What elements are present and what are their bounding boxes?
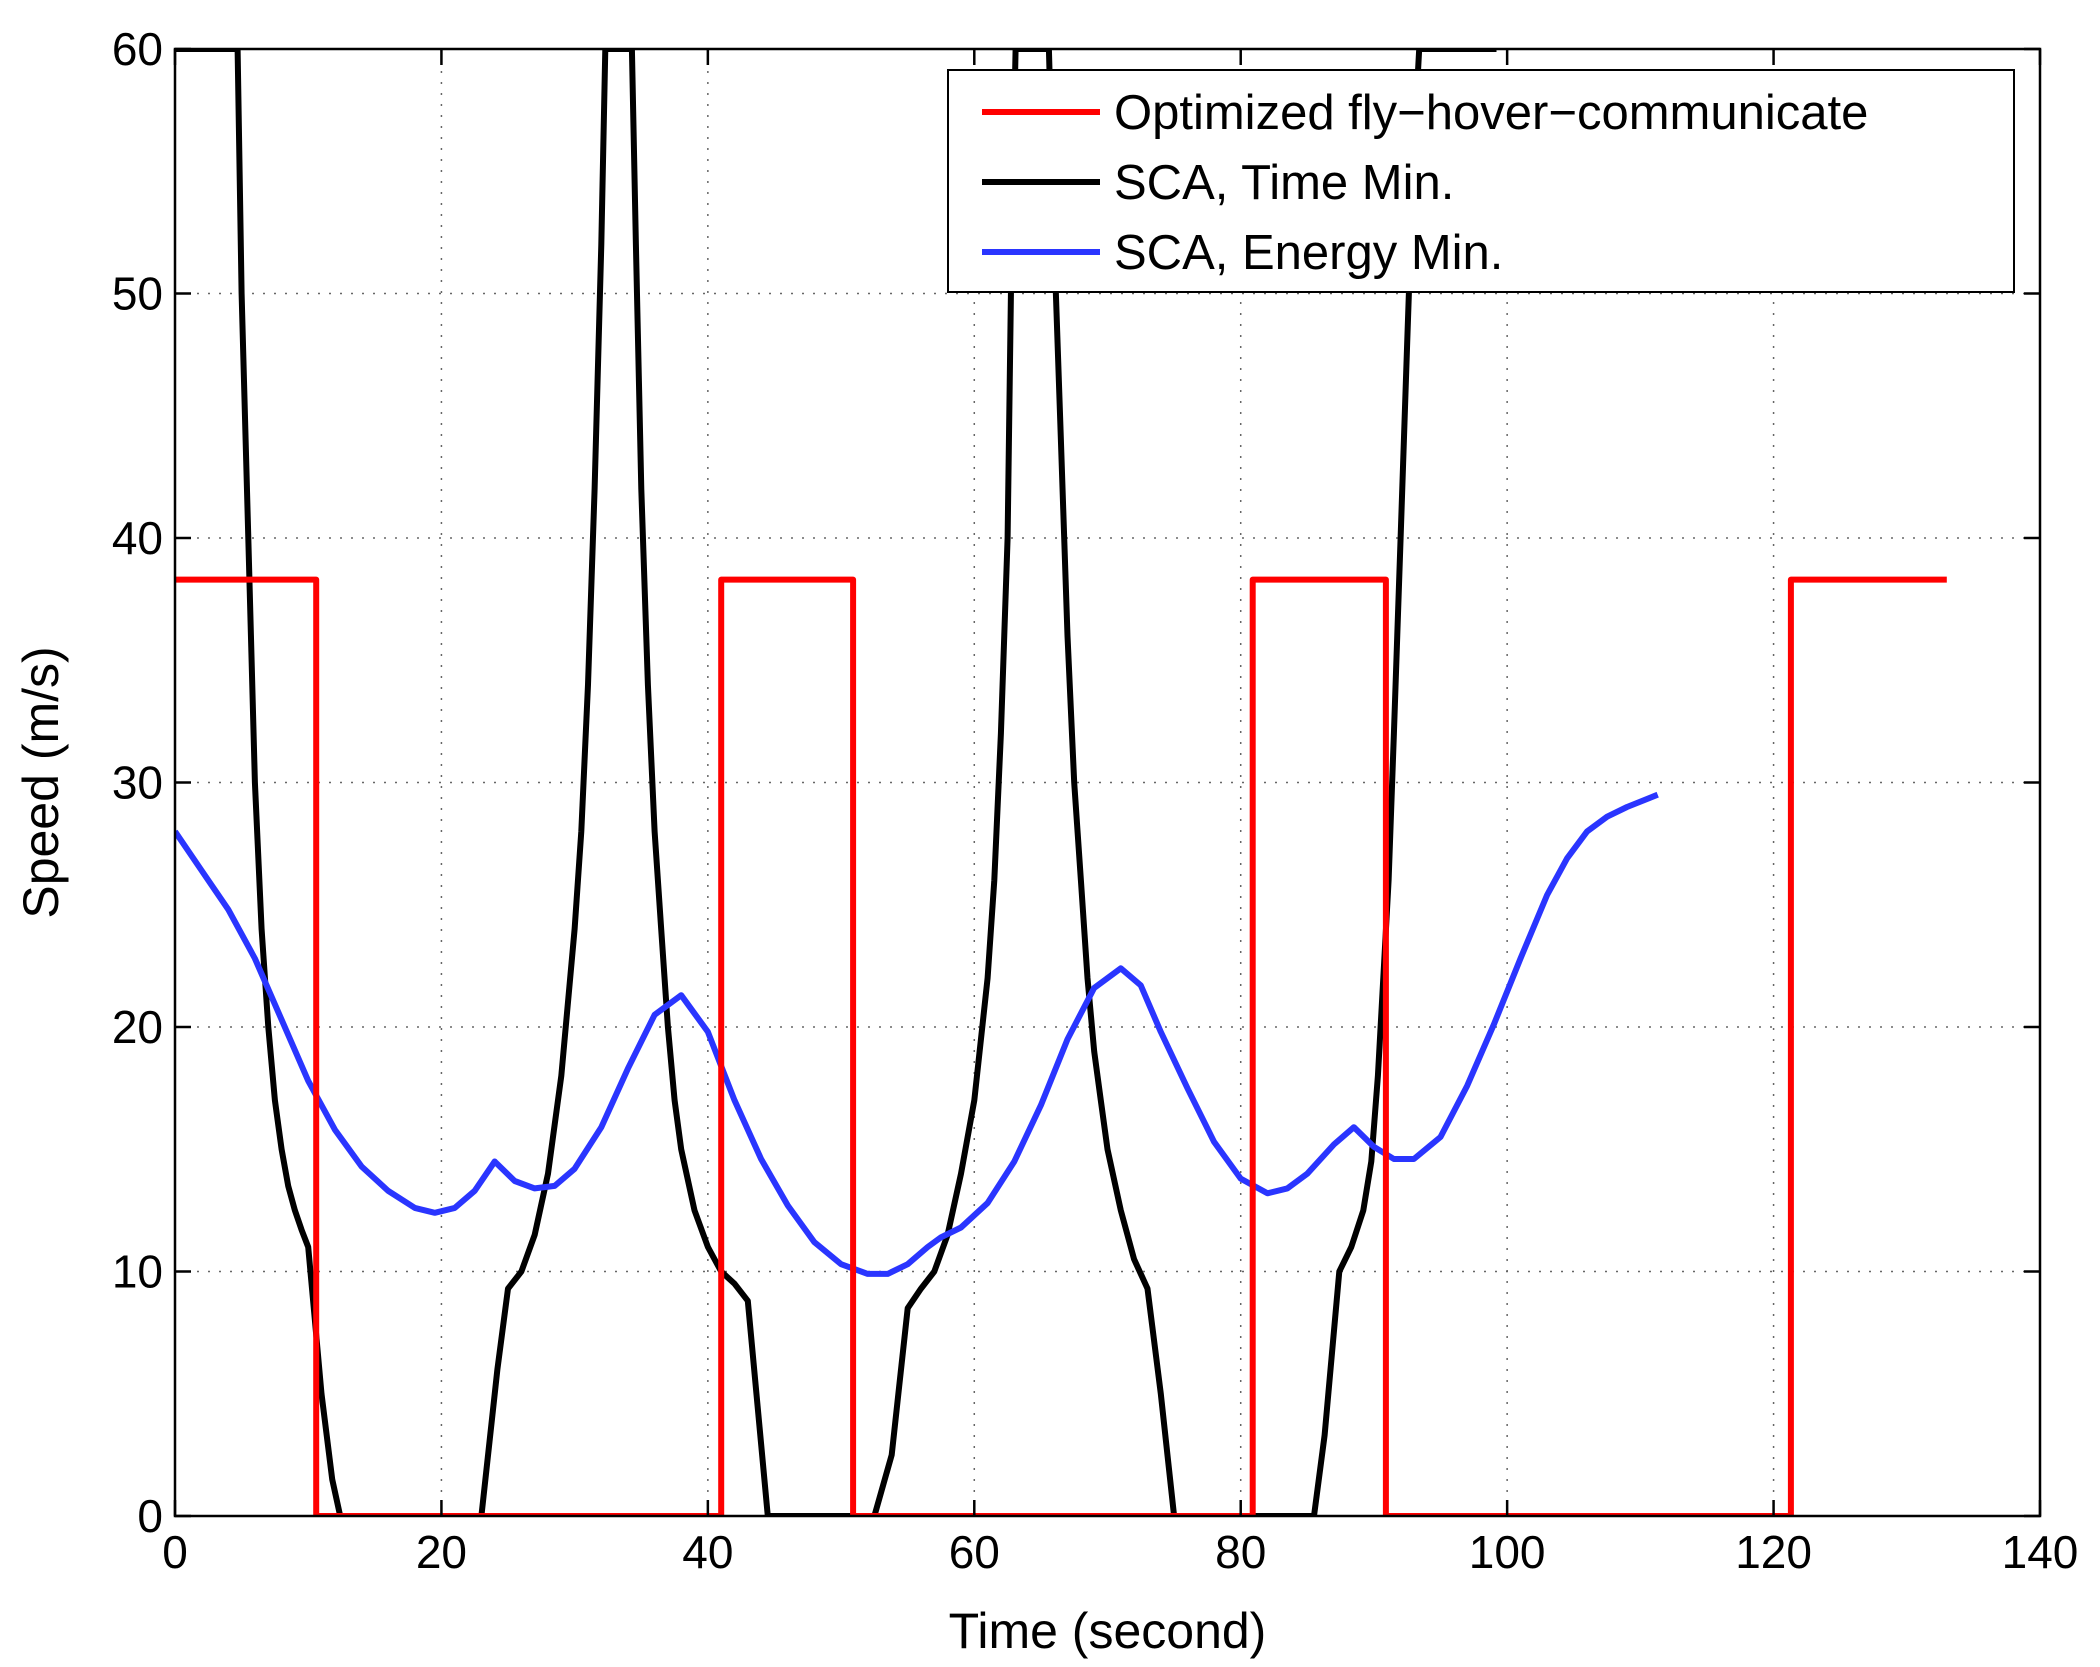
y-axis-label: Speed (m/s) <box>13 646 69 918</box>
legend-label-0: Optimized fly−hover−communicate <box>1114 86 1868 140</box>
grid <box>175 49 2040 1516</box>
y-tick-label: 40 <box>112 512 163 564</box>
x-tick-label: 80 <box>1215 1526 1266 1578</box>
x-tick-label: 60 <box>949 1526 1000 1578</box>
y-tick-label: 20 <box>112 1001 163 1053</box>
y-tick-label: 50 <box>112 268 163 320</box>
x-tick-label: 140 <box>2002 1526 2079 1578</box>
y-tick-label: 60 <box>112 23 163 75</box>
series-group <box>175 49 1947 1516</box>
x-tick-label: 100 <box>1469 1526 1546 1578</box>
y-tick-label: 10 <box>112 1246 163 1298</box>
x-axis-label: Time (second) <box>949 1603 1267 1659</box>
x-tick-label: 0 <box>162 1526 188 1578</box>
legend-label-2: SCA, Energy Min. <box>1114 226 1503 280</box>
x-tick-label: 120 <box>1735 1526 1812 1578</box>
x-tick-label: 20 <box>416 1526 467 1578</box>
y-tick-label: 30 <box>112 757 163 809</box>
legend: Optimized fly−hover−communicate SCA, Time… <box>947 69 2015 293</box>
legend-box <box>947 69 2015 293</box>
y-tick-label: 0 <box>137 1490 163 1542</box>
series-line-1 <box>175 49 1497 1516</box>
ticks: 0 20 40 60 80 100 120 140 0 10 20 30 40 50 60 <box>112 23 2079 1578</box>
x-tick-label: 40 <box>682 1526 733 1578</box>
series-line-2 <box>175 791 1659 1277</box>
legend-label-1: SCA, Time Min. <box>1114 156 1454 210</box>
